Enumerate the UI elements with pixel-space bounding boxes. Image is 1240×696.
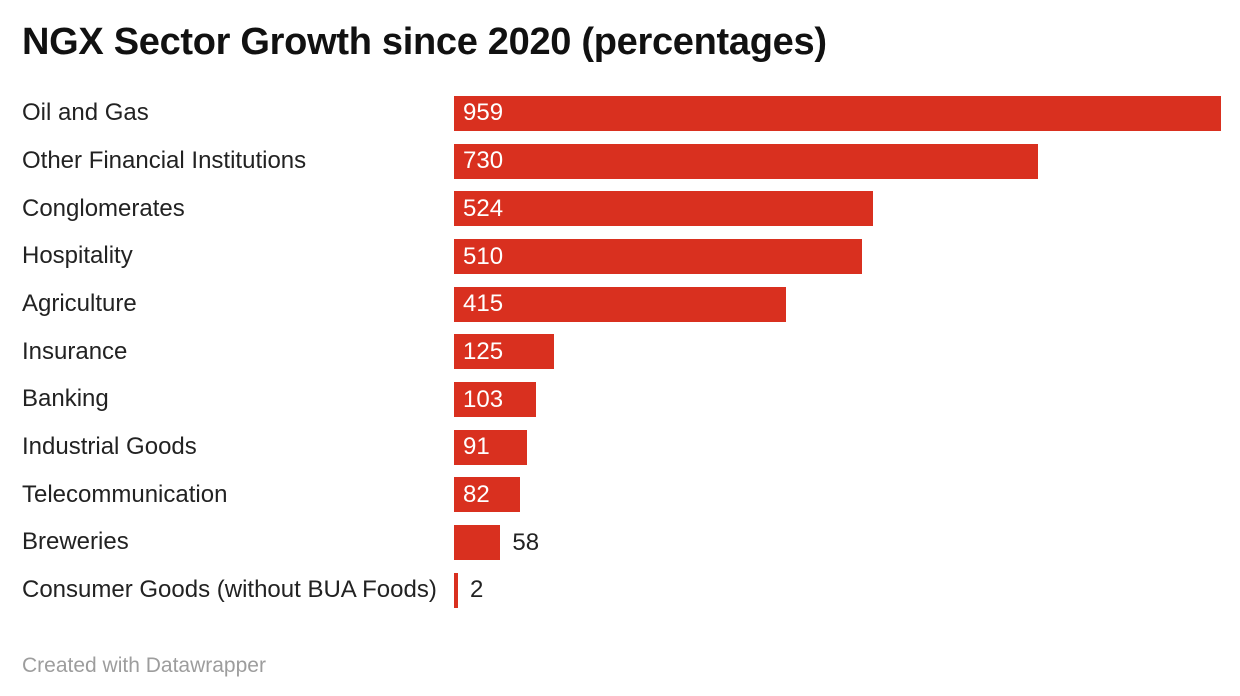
chart-row: Oil and Gas 959 [22,90,1221,138]
bar-track: 524 [454,191,1221,227]
chart-row: Insurance 125 [22,328,1221,376]
chart-row: Banking 103 [22,376,1221,424]
chart-title: NGX Sector Growth since 2020 (percentage… [22,21,827,63]
value-label-inside: 125 [463,337,504,365]
bar-track: 91 [454,429,1221,465]
bar-chart: Oil and Gas 959 Other Financial Institut… [22,90,1221,615]
category-label: Industrial Goods [22,434,197,461]
chart-row: Consumer Goods (without BUA Foods) 2 [22,566,1221,614]
bar: 91 [454,429,527,465]
bar: 510 [454,239,862,274]
category-label: Oil and Gas [22,100,149,127]
value-label-inside: 730 [463,147,504,175]
attribution: Created with Datawrapper [22,653,1221,678]
bar-track: 730 [454,143,1221,179]
bar-track: 58 [454,525,1221,561]
category-label: Consumer Goods (without BUA Foods) [22,577,437,604]
value-label-outside: 2 [470,576,484,604]
category-label: Conglomerates [22,195,185,222]
bar-track: 959 [454,95,1221,131]
bar [454,572,458,608]
chart-row: Telecommunication 82 [22,471,1221,519]
chart-row: Industrial Goods 91 [22,423,1221,471]
category-label: Telecommunication [22,481,228,508]
bar-track: 415 [454,286,1221,322]
value-label-inside: 91 [463,433,490,461]
attribution-text: Created with Datawrapper [22,653,266,677]
bar: 730 [454,143,1038,179]
category-label: Agriculture [22,290,137,317]
bar: 82 [454,477,520,513]
value-label-outside: 58 [512,528,540,556]
bar: 125 [454,334,554,370]
bar-track: 103 [454,382,1221,418]
chart-row: Breweries 58 [22,519,1221,567]
bar-track: 82 [454,477,1221,513]
bar: 959 [454,95,1221,131]
bar [454,525,501,561]
value-label-inside: 82 [463,480,490,508]
chart-row: Hospitality 510 [22,233,1221,281]
value-label-inside: 103 [463,385,504,413]
category-label: Banking [22,386,109,413]
category-label: Breweries [22,529,129,556]
chart-row: Agriculture 415 [22,280,1221,328]
category-label: Other Financial Institutions [22,147,307,174]
chart-row: Other Financial Institutions 730 [22,137,1221,185]
bar: 103 [454,382,537,418]
bar-track: 510 [454,239,1221,274]
category-label: Insurance [22,338,128,365]
bar-track: 2 [454,572,1221,608]
value-label-inside: 510 [463,242,504,270]
bar: 524 [454,191,874,227]
chart-row: Conglomerates 524 [22,185,1221,233]
value-label-inside: 524 [463,194,504,222]
bar-track: 125 [454,334,1221,370]
value-label-inside: 959 [463,99,504,127]
category-label: Hospitality [22,243,133,270]
bar: 415 [454,286,786,322]
value-label-inside: 415 [463,290,504,318]
